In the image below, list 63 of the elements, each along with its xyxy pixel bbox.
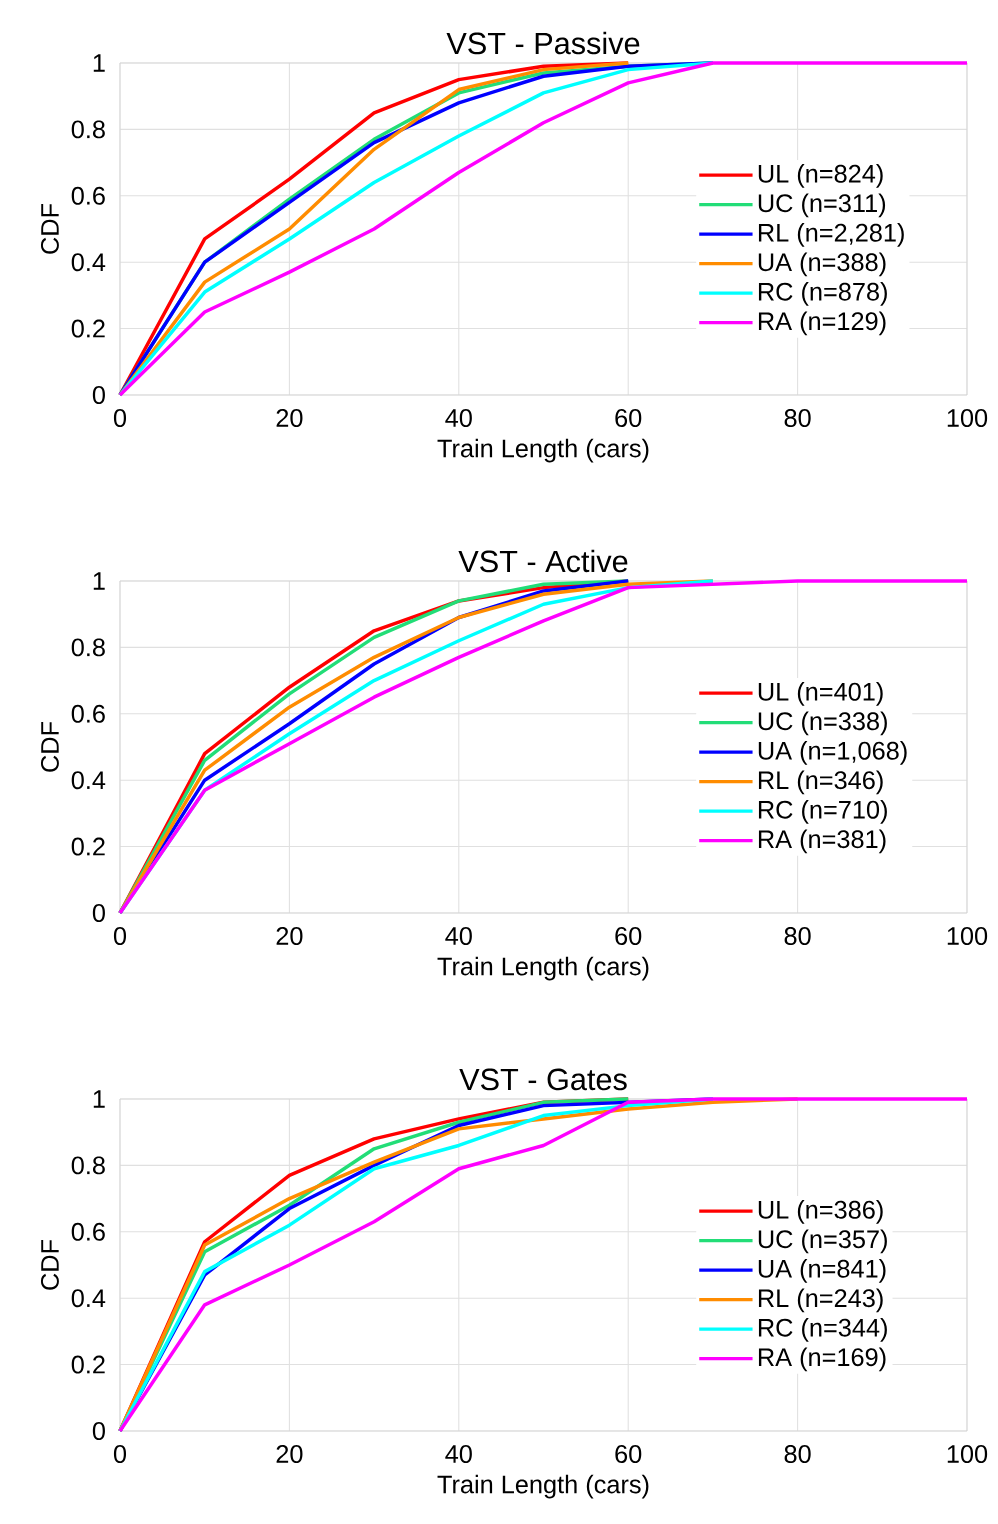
y-axis-title: CDF: [40, 721, 59, 772]
y-tick-label: 0.2: [71, 1355, 105, 1374]
x-tick-label: 20: [276, 1445, 303, 1463]
legend-label: UA (n=1,068): [758, 741, 907, 765]
x-tick-label: 20: [276, 409, 303, 427]
legend-label: RL (n=2,281): [758, 223, 904, 247]
x-tick-label: 60: [615, 409, 642, 427]
x-axis-title: Train Length (cars): [437, 1474, 649, 1499]
legend-label: UL (n=824): [758, 164, 883, 188]
y-tick-label: 0.6: [71, 1222, 105, 1241]
y-tick-label: 0.8: [71, 638, 105, 657]
x-tick-label: 0: [113, 409, 127, 427]
legend-label: UL (n=386): [758, 1200, 883, 1224]
x-tick-label: 0: [113, 1445, 127, 1463]
legend-label: RL (n=346): [758, 770, 883, 795]
legend-label: RC (n=710): [758, 800, 887, 824]
x-axis-title: Train Length (cars): [437, 438, 649, 463]
x-tick-label: 40: [445, 409, 472, 427]
x-tick-label: 80: [784, 927, 811, 945]
legend-label: UA (n=388): [758, 252, 886, 277]
legend-label: RA (n=169): [758, 1347, 886, 1372]
y-tick-label: 0.8: [71, 120, 105, 139]
y-tick-label: 1: [93, 54, 105, 72]
x-tick-label: 40: [445, 1445, 472, 1463]
legend-label: RA (n=381): [758, 829, 886, 854]
x-tick-label: 80: [784, 1445, 811, 1463]
chart-title: VST - Gates: [459, 1068, 627, 1091]
y-tick-label: 0: [92, 386, 105, 404]
legend-label: RC (n=344): [758, 1318, 887, 1342]
y-tick-label: 0.6: [71, 704, 105, 723]
legend-label: RC (n=878): [758, 282, 887, 306]
x-tick-label: 60: [615, 927, 642, 945]
legend-label: RL (n=243): [758, 1288, 883, 1313]
y-tick-label: 0: [92, 1422, 105, 1440]
legend-label: RA (n=129): [758, 311, 886, 336]
y-axis-title: CDF: [40, 203, 59, 254]
y-tick-label: 1: [93, 572, 105, 590]
y-tick-label: 0.4: [71, 253, 106, 272]
x-axis-title: Train Length (cars): [437, 956, 649, 981]
y-tick-label: 0.6: [71, 186, 105, 205]
y-tick-label: 0.2: [71, 837, 105, 856]
x-tick-label: 100: [947, 1445, 988, 1463]
y-axis-title: CDF: [40, 1239, 59, 1290]
x-tick-label: 20: [276, 927, 303, 945]
y-tick-label: 0: [92, 904, 105, 922]
legend-label: UC (n=338): [758, 711, 887, 736]
x-tick-label: 40: [445, 927, 472, 945]
x-tick-label: 80: [784, 409, 811, 427]
legend-label: UA (n=841): [758, 1259, 886, 1283]
legend-label: UC (n=357): [758, 1229, 887, 1254]
y-tick-label: 0.4: [71, 771, 106, 790]
chart-title: VST - Active: [458, 549, 628, 573]
y-tick-label: 1: [93, 1090, 105, 1108]
y-tick-label: 0.8: [71, 1156, 105, 1175]
x-tick-label: 100: [947, 927, 988, 945]
legend-label: UL (n=401): [758, 682, 883, 706]
legend-label: UC (n=311): [758, 193, 886, 218]
x-tick-label: 0: [113, 927, 127, 945]
x-tick-label: 100: [947, 409, 988, 427]
y-tick-label: 0.2: [71, 319, 105, 338]
chart-title: VST - Passive: [446, 31, 640, 55]
x-tick-label: 60: [615, 1445, 642, 1463]
y-tick-label: 0.4: [71, 1289, 106, 1308]
